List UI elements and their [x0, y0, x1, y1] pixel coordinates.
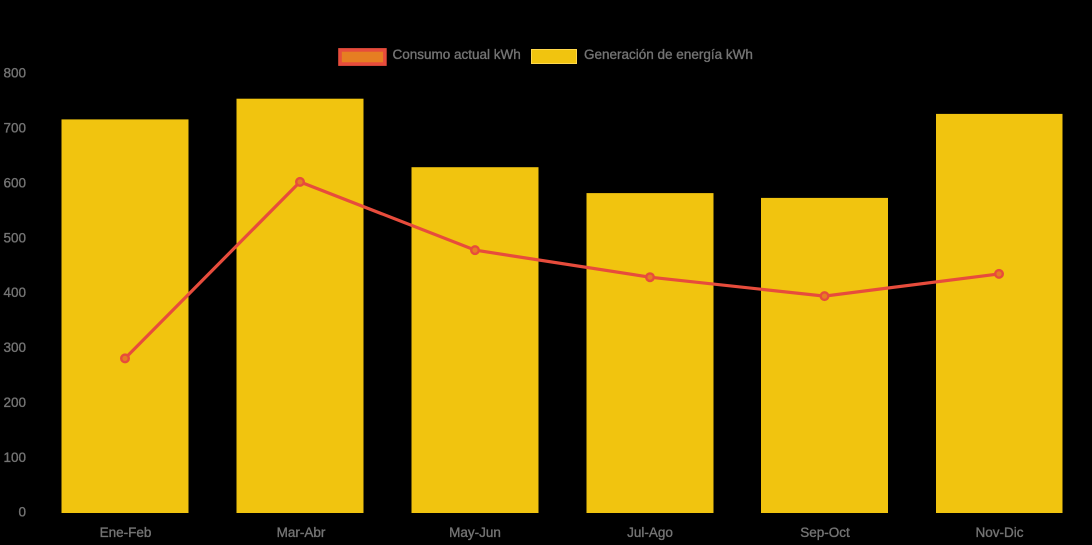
svg-text:700: 700	[3, 121, 26, 136]
svg-text:300: 300	[3, 340, 26, 355]
svg-text:800: 800	[3, 66, 26, 81]
svg-text:600: 600	[3, 175, 26, 190]
svg-text:0: 0	[18, 505, 26, 520]
svg-text:100: 100	[3, 450, 26, 465]
svg-text:500: 500	[3, 230, 26, 245]
svg-text:Ene-Feb: Ene-Feb	[100, 525, 152, 540]
svg-text:Mar-Abr: Mar-Abr	[277, 525, 326, 540]
svg-text:May-Jun: May-Jun	[449, 525, 501, 540]
svg-text:Sep-Oct: Sep-Oct	[800, 525, 850, 540]
svg-text:Generación de energía kWh: Generación de energía kWh	[584, 47, 753, 62]
svg-text:Jul-Ago: Jul-Ago	[627, 525, 673, 540]
svg-text:Nov-Dic: Nov-Dic	[975, 525, 1023, 540]
svg-text:Consumo actual kWh: Consumo actual kWh	[393, 47, 521, 62]
svg-text:200: 200	[3, 395, 26, 410]
svg-text:400: 400	[3, 285, 26, 300]
